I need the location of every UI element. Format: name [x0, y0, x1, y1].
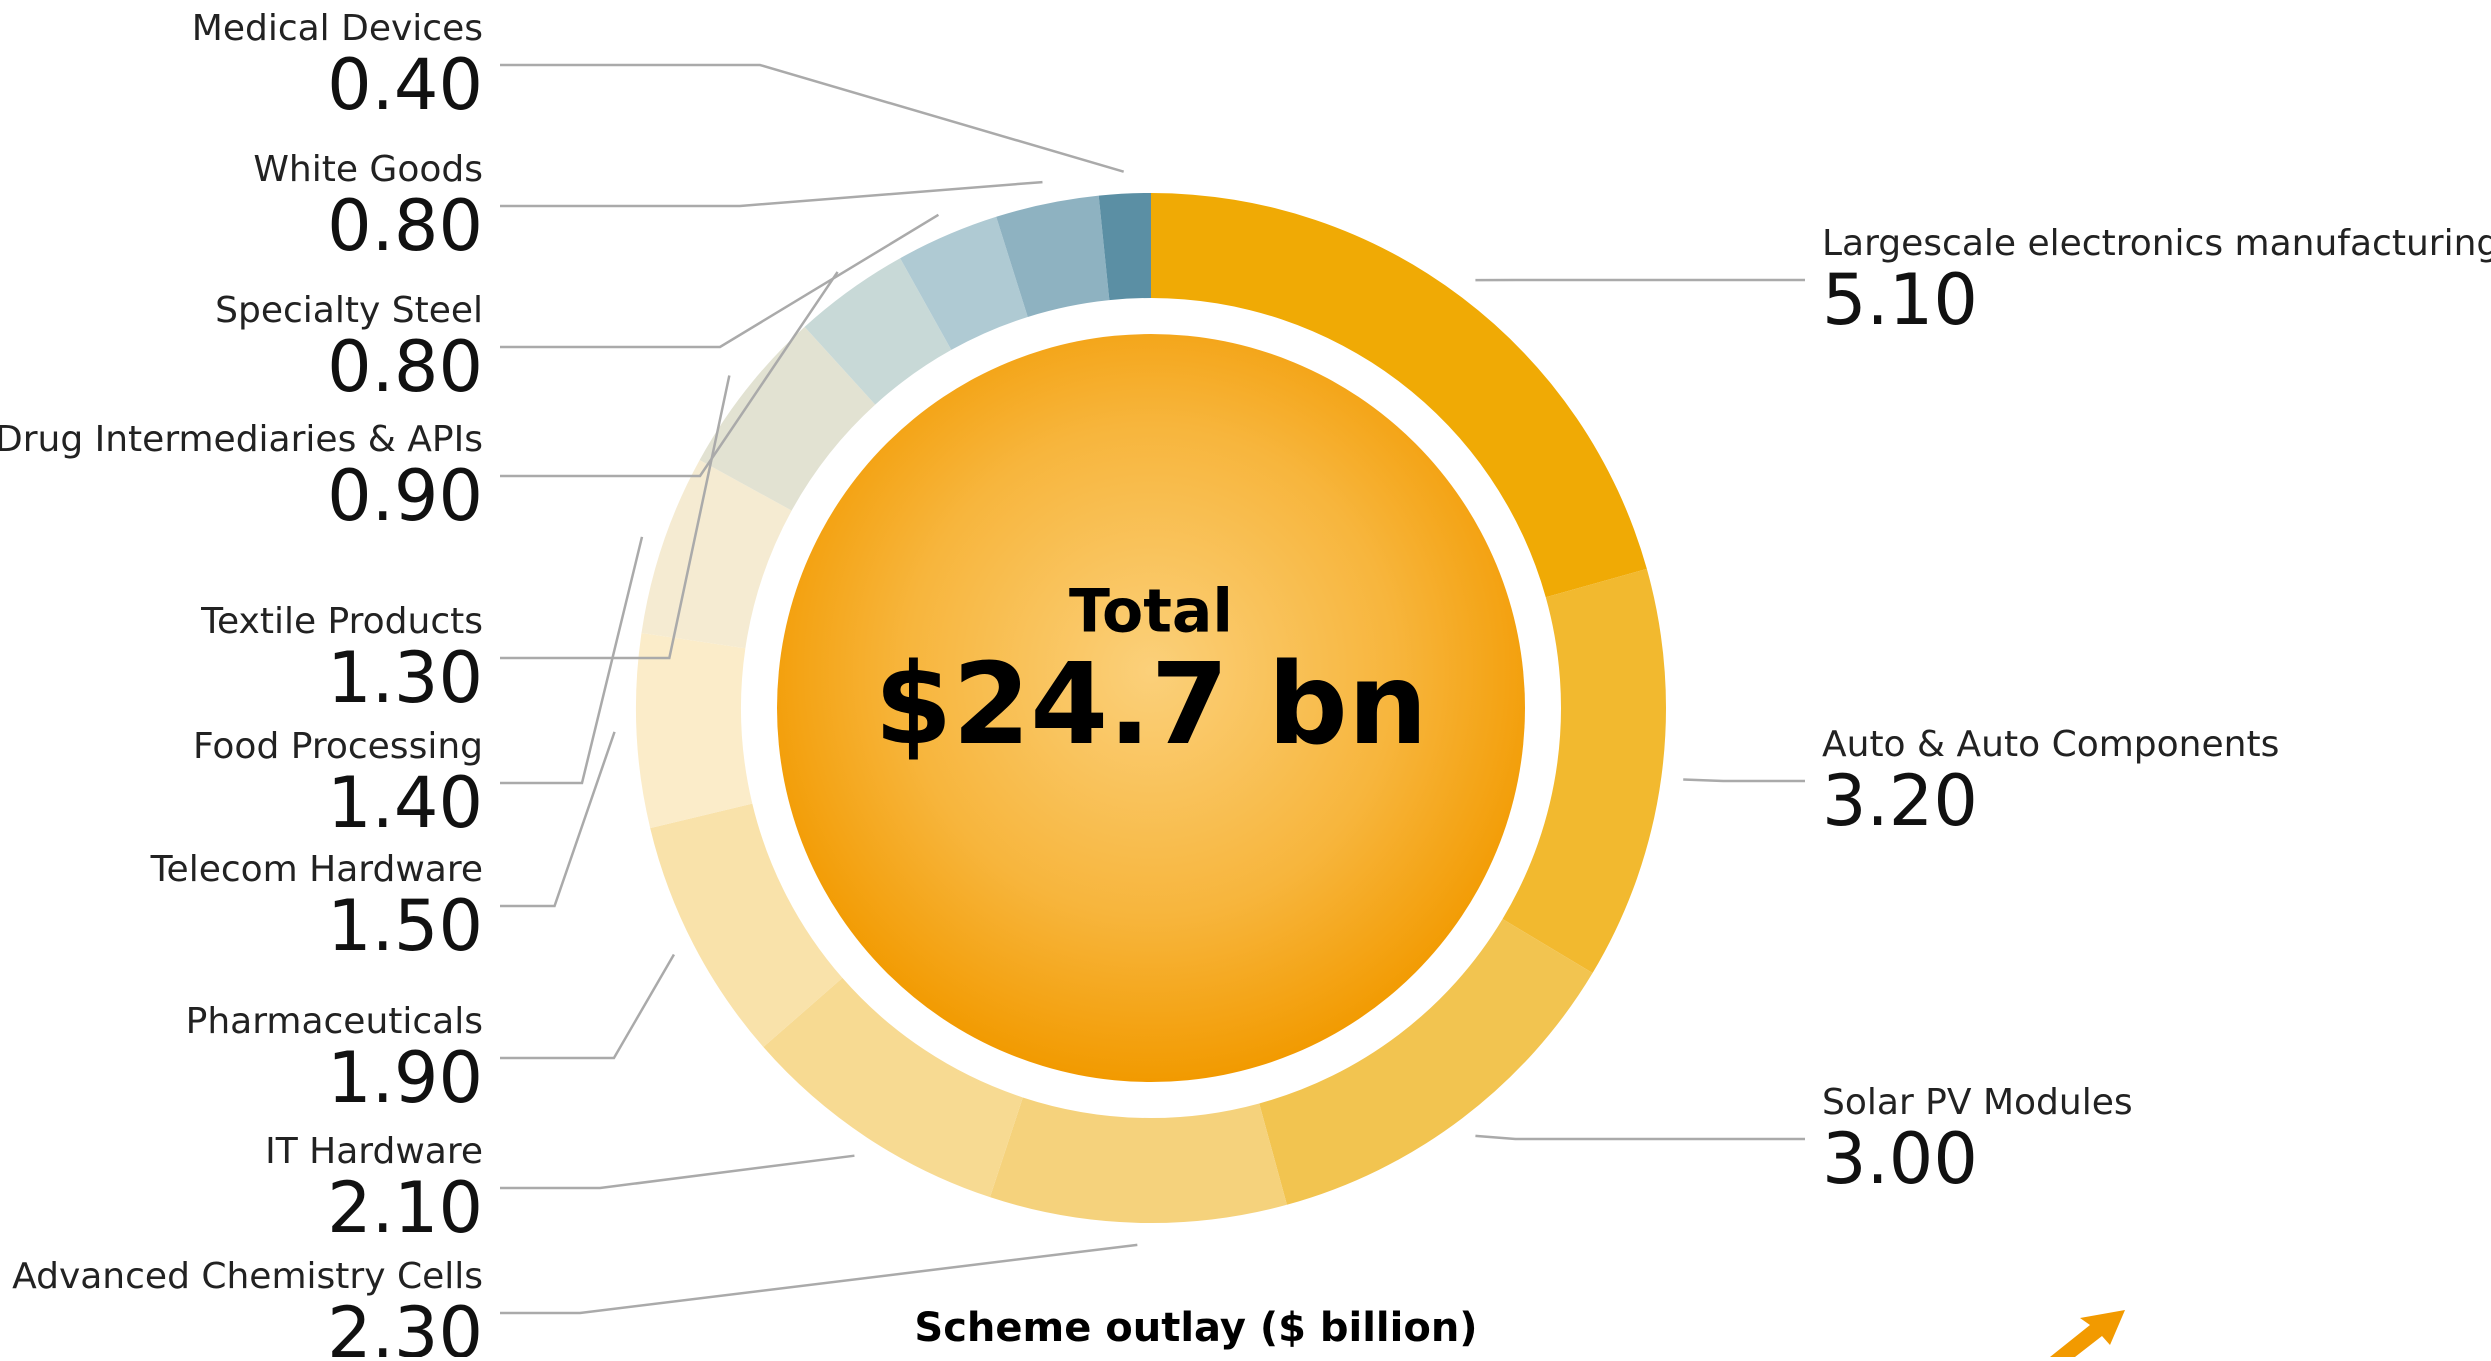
category-label: Telecom Hardware: [150, 849, 483, 890]
donut-segment: [1503, 569, 1666, 973]
donut-segment: [990, 1097, 1287, 1223]
value-label: 0.40: [327, 44, 483, 126]
leader-line: [500, 65, 1124, 172]
leader-line: [500, 1245, 1137, 1313]
chart: Total $24.7 bn Scheme outlay ($ billion)…: [0, 0, 2491, 1357]
category-label: Solar PV Modules: [1822, 1082, 2133, 1123]
value-label: 5.10: [1822, 259, 1978, 341]
logo: [2050, 1310, 2125, 1357]
category-label: White Goods: [253, 149, 483, 190]
center-title: Total: [1069, 577, 1233, 647]
category-label: Food Processing: [193, 726, 483, 767]
leader-line: [500, 182, 1042, 206]
value-label: 3.20: [1822, 760, 1978, 842]
category-label: Medical Devices: [192, 8, 483, 49]
leader-line: [500, 955, 674, 1058]
leader-line: [500, 537, 642, 783]
page: {"chart_data": {"type": "donut", "center…: [0, 0, 2491, 1357]
donut-segment: [636, 633, 752, 828]
value-label: 2.30: [327, 1292, 483, 1357]
leader-line: [1475, 1136, 1805, 1139]
category-label: Drug Intermediaries & APIs: [0, 419, 483, 460]
category-label: Advanced Chemistry Cells: [12, 1256, 483, 1297]
category-label: Pharmaceuticals: [186, 1001, 483, 1042]
category-label: Specialty Steel: [215, 290, 483, 331]
caption: Scheme outlay ($ billion): [914, 1305, 1477, 1351]
center-value: $24.7 bn: [874, 640, 1427, 770]
category-label: Textile Products: [200, 601, 483, 642]
category-label: Largescale electronics manufacturing: [1822, 223, 2491, 264]
value-label: 1.50: [327, 885, 483, 967]
value-label: 1.90: [327, 1037, 483, 1119]
value-label: 2.10: [327, 1167, 483, 1249]
value-label: 0.80: [327, 326, 483, 408]
value-label: 1.40: [327, 762, 483, 844]
category-label: Auto & Auto Components: [1822, 724, 2279, 765]
value-label: 0.80: [327, 185, 483, 267]
value-label: 0.90: [327, 455, 483, 537]
leader-line: [500, 1156, 854, 1188]
value-label: 3.00: [1822, 1118, 1978, 1200]
value-label: 1.30: [327, 637, 483, 719]
leader-line: [500, 732, 615, 906]
leader-line: [1683, 780, 1805, 781]
category-label: IT Hardware: [265, 1131, 483, 1172]
